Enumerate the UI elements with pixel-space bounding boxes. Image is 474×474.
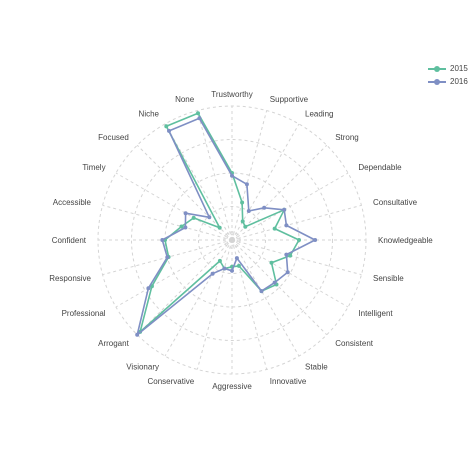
axis-label-consistent: Consistent — [335, 339, 374, 348]
grid-spoke — [102, 204, 233, 241]
point-2016-conservative[interactable] — [222, 266, 227, 271]
point-2016-strong[interactable] — [262, 205, 267, 210]
point-2015-sensible[interactable] — [288, 253, 293, 258]
legend-swatch-2015 — [428, 64, 446, 74]
point-2015-none[interactable] — [196, 111, 200, 116]
point-2015-consultative[interactable] — [272, 226, 277, 231]
grid-spoke — [136, 239, 233, 336]
point-2016-innovative[interactable] — [234, 256, 239, 261]
point-2015-innovative[interactable] — [236, 263, 241, 268]
grid-ring — [131, 139, 333, 341]
grid-spoke — [231, 204, 362, 241]
grid-spoke — [231, 144, 328, 241]
radar-series — [135, 111, 318, 337]
point-2016-leading[interactable] — [246, 209, 251, 213]
axis-label-responsive: Responsive — [49, 274, 91, 283]
axis-label-stable: Stable — [305, 362, 328, 371]
point-2016-niche[interactable] — [167, 128, 171, 133]
point-2016-responsive[interactable] — [165, 255, 170, 260]
radar-axis-labels: Trustworthy Supportive Leading Strong Depend… — [49, 90, 433, 391]
legend-label-2016: 2016 — [450, 77, 468, 86]
axis-label-sensible: Sensible — [373, 274, 404, 283]
point-2015-niche[interactable] — [164, 124, 169, 129]
point-2016-visionary[interactable] — [210, 271, 215, 276]
point-2015-intelligent[interactable] — [269, 260, 274, 265]
legend-item-2015[interactable]: 2015 — [428, 62, 468, 75]
point-2015-knowledgeable[interactable] — [297, 238, 301, 242]
point-2016-timely[interactable] — [183, 211, 188, 216]
point-2016-knowledgeable[interactable] — [313, 238, 318, 242]
point-2015-supportive[interactable] — [240, 200, 245, 205]
grid-spoke — [136, 144, 233, 241]
grid-spoke — [231, 239, 328, 336]
grid-spoke — [231, 110, 268, 241]
grid-spoke — [231, 239, 349, 308]
point-2016-arrogant[interactable] — [135, 332, 140, 337]
point-2015-focused[interactable] — [217, 225, 222, 230]
point-2016-aggressive[interactable] — [230, 268, 234, 273]
point-2015-accessible[interactable] — [179, 224, 184, 229]
axis-label-trustworthy: Trustworthy — [211, 90, 253, 99]
grid-spoke — [231, 239, 362, 276]
series-2015 — [138, 111, 301, 334]
legend-swatch-2016 — [428, 77, 446, 87]
legend-item-2016[interactable]: 2016 — [428, 75, 468, 88]
grid-spoke — [231, 123, 300, 241]
grid-spoke — [231, 172, 349, 241]
point-2016-accessible[interactable] — [183, 225, 188, 230]
legend: 2015 2016 — [428, 62, 468, 88]
point-2016-professional[interactable] — [146, 286, 151, 291]
grid-spoke — [115, 239, 233, 308]
axis-label-strong: Strong — [335, 133, 359, 142]
grid-spoke — [231, 239, 268, 370]
axis-label-leading: Leading — [305, 110, 333, 119]
point-2016-stable[interactable] — [259, 289, 264, 294]
point-2016-intelligent[interactable] — [285, 270, 290, 275]
axis-label-visionary: Visionary — [126, 362, 159, 371]
axis-label-intelligent: Intelligent — [358, 309, 393, 318]
legend-label-2015: 2015 — [450, 64, 468, 73]
axis-label-arrogant: Arrogant — [98, 339, 129, 348]
axis-label-supportive: Supportive — [270, 95, 309, 104]
grid-spoke — [164, 123, 233, 241]
grid-spoke — [196, 110, 233, 241]
axis-label-focused: Focused — [98, 133, 129, 142]
series-line-2016 — [136, 117, 316, 336]
axis-label-timely: Timely — [82, 163, 105, 172]
grid-spoke — [231, 239, 300, 357]
axis-label-consultative: Consultative — [373, 198, 418, 207]
axis-label-conservative: Conservative — [148, 377, 195, 386]
grid-spoke — [196, 239, 233, 370]
axis-label-accessible: Accessible — [53, 198, 92, 207]
point-2016-sensible[interactable] — [284, 252, 289, 257]
point-2015-visionary[interactable] — [217, 258, 222, 263]
grid-spoke — [164, 239, 233, 357]
grid-spoke — [115, 172, 233, 241]
point-2015-timely[interactable] — [191, 215, 196, 220]
axis-label-aggressive: Aggressive — [212, 382, 252, 391]
axis-label-none: None — [175, 95, 195, 104]
point-2016-focused[interactable] — [207, 215, 212, 220]
axis-label-knowledgeable: Knowledgeable — [378, 236, 433, 245]
grid-ring — [226, 234, 238, 246]
point-2016-none[interactable] — [197, 116, 202, 121]
axis-label-professional: Professional — [62, 309, 106, 318]
axis-label-innovative: Innovative — [270, 377, 307, 386]
axis-label-niche: Niche — [139, 110, 160, 119]
series-2016 — [135, 116, 318, 337]
point-2015-strong[interactable] — [243, 224, 248, 229]
point-2016-dependable[interactable] — [282, 207, 287, 212]
axis-label-dependable: Dependable — [358, 163, 402, 172]
point-2015-leading[interactable] — [240, 219, 245, 224]
point-2016-consistent[interactable] — [272, 280, 277, 285]
series-line-2015 — [139, 112, 300, 333]
grid-ring — [198, 206, 266, 274]
point-2016-consultative[interactable] — [284, 223, 289, 228]
point-2016-supportive[interactable] — [244, 182, 249, 187]
point-2016-trustworthy[interactable] — [230, 173, 234, 178]
point-2016-confident[interactable] — [160, 238, 165, 242]
axis-label-confident: Confident — [52, 236, 87, 245]
